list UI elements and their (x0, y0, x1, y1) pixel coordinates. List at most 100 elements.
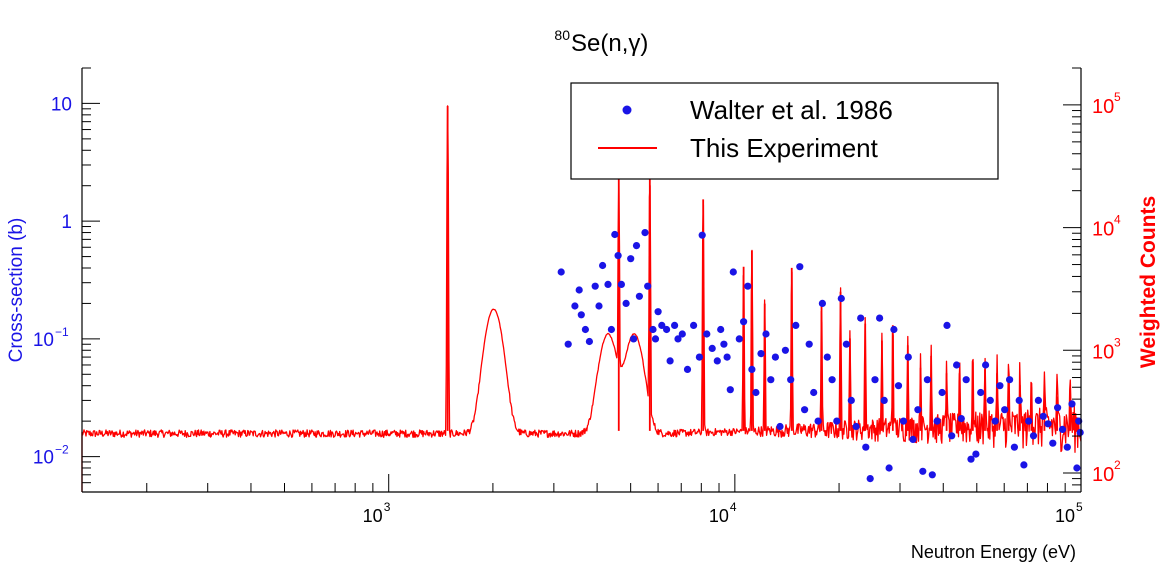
right-tick-label-0: 10 (1092, 464, 1114, 486)
x-tick-label-2: 10 (1055, 506, 1075, 526)
walter-point-11 (607, 325, 616, 334)
walter-point-101 (1010, 443, 1019, 451)
legend-label-walter: Walter et al. 1986 (690, 95, 893, 125)
walter-point-74 (880, 396, 888, 404)
walter-point-10 (604, 280, 612, 288)
right-tick-exponent-0: 2 (1114, 458, 1121, 472)
right-axis-label: Weighted Counts (1137, 196, 1160, 368)
walter-point-91 (962, 376, 970, 384)
walter-point-14 (617, 280, 626, 288)
walter-point-1 (564, 340, 572, 348)
walter-point-24 (654, 308, 662, 316)
x-tick-exponent-2: 5 (1076, 500, 1083, 514)
walter-point-97 (991, 417, 999, 425)
walter-point-39 (720, 340, 728, 348)
walter-point-110 (1054, 404, 1062, 412)
right-tick-label-1: 10 (1092, 341, 1114, 363)
legend-label-experiment: This Experiment (690, 133, 879, 163)
walter-point-68 (852, 422, 860, 431)
walter-point-86 (938, 388, 946, 397)
legend-box (570, 82, 999, 180)
walter-point-106 (1034, 396, 1042, 404)
left-tick-exponent-3: −2 (55, 443, 69, 457)
walter-point-55 (792, 321, 800, 329)
legend-point-marker (622, 105, 632, 115)
experiment-spectrum-line (81, 105, 1082, 492)
walter-point-18 (632, 242, 641, 250)
walter-point-43 (735, 335, 743, 343)
walter-point-72 (871, 376, 879, 384)
left-tick-label-0: 10 (51, 94, 72, 115)
walter-point-5 (581, 325, 590, 334)
walter-point-0 (557, 268, 565, 276)
right-tick-exponent-1: 3 (1114, 335, 1121, 349)
walter-point-75 (885, 464, 893, 472)
walter-point-9 (599, 261, 607, 270)
walter-point-61 (818, 299, 827, 307)
walter-point-83 (923, 376, 932, 384)
walter-point-67 (847, 396, 855, 404)
left-tick-exponent-2: −1 (55, 325, 69, 339)
walter-point-103 (1020, 461, 1028, 469)
x-tick-label-1: 10 (709, 506, 729, 526)
walter-point-22 (649, 325, 657, 334)
right-tick-exponent-2: 4 (1114, 213, 1121, 227)
walter-point-77 (894, 382, 903, 390)
walter-point-7 (591, 282, 599, 290)
left-tick-label-1: 1 (61, 212, 72, 233)
walter-point-88 (948, 432, 956, 440)
walter-point-6 (585, 337, 594, 346)
walter-point-32 (690, 321, 698, 329)
walter-point-58 (805, 340, 813, 348)
walter-point-93 (972, 450, 980, 458)
walter-point-102 (1015, 396, 1023, 404)
walter-point-41 (726, 386, 734, 394)
walter-point-62 (823, 353, 831, 361)
walter-point-42 (729, 268, 737, 276)
walter-point-57 (801, 406, 809, 414)
walter-point-70 (862, 443, 870, 451)
walter-point-44 (740, 318, 748, 326)
walter-point-60 (814, 417, 822, 425)
walter-point-48 (757, 350, 765, 358)
walter-point-69 (857, 314, 865, 322)
walter-point-12 (611, 230, 619, 239)
walter-point-16 (627, 255, 635, 263)
walter-point-27 (666, 357, 674, 365)
walter-point-52 (776, 422, 784, 431)
walter-point-85 (933, 417, 941, 425)
chart-title: 80 Se(n,γ) (554, 27, 648, 57)
right-tick-label-3: 10 (1092, 96, 1114, 118)
walter-point-112 (1063, 443, 1071, 451)
walter-point-98 (996, 382, 1004, 390)
walter-point-25 (658, 321, 666, 329)
walter-point-84 (928, 471, 936, 479)
x-tick-exponent-1: 4 (730, 500, 737, 514)
walter-point-105 (1029, 432, 1038, 440)
walter-point-29 (674, 335, 682, 343)
walter-point-65 (837, 294, 845, 303)
title-text: Se(n,γ) (571, 30, 648, 57)
x-tick-exponent-0: 3 (384, 500, 391, 514)
legend: Walter et al. 1986 This Experiment (570, 82, 999, 180)
walter-point-96 (986, 396, 994, 404)
x-tick-label-0: 10 (363, 506, 383, 526)
walter-point-31 (683, 365, 692, 373)
walter-point-71 (866, 475, 874, 483)
plot-area (81, 105, 1084, 492)
walter-point-46 (748, 365, 756, 373)
walter-point-47 (752, 388, 760, 397)
walter-point-54 (787, 376, 795, 384)
walter-point-100 (1006, 376, 1014, 384)
walter-point-114 (1073, 464, 1081, 472)
walter-point-64 (833, 417, 841, 425)
walter-point-82 (919, 467, 927, 475)
walter-point-50 (767, 376, 775, 384)
walter-point-56 (796, 263, 804, 271)
walter-point-34 (698, 231, 706, 239)
walter-point-59 (810, 388, 818, 397)
walter-point-3 (575, 286, 583, 294)
walter-point-78 (899, 417, 908, 425)
walter-point-15 (622, 299, 630, 307)
